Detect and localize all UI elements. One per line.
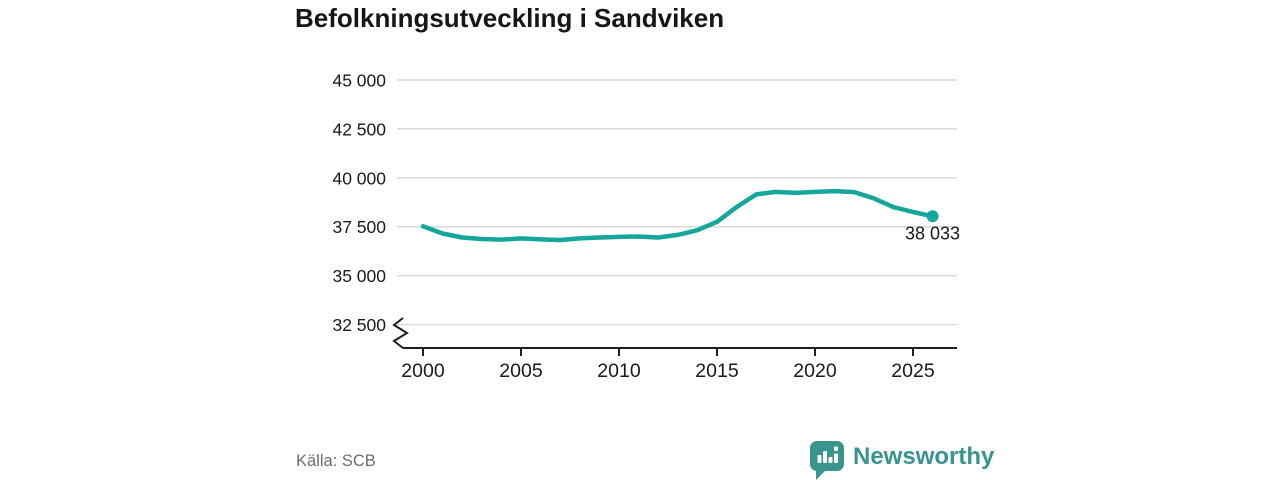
newsworthy-wordmark: Newsworthy [853, 443, 995, 470]
last-value-label: 38 033 [905, 223, 960, 243]
axis-break-zigzag [392, 317, 409, 349]
newsworthy-speech-bubble-bar-chart-icon [810, 441, 844, 480]
population-line [420, 188, 935, 243]
y-tick-label: 37 500 [332, 217, 386, 237]
x-tick-label: 2005 [499, 360, 543, 382]
x-tick-label: 2020 [793, 360, 837, 382]
last-point-marker [926, 210, 939, 223]
y-tick-label: 32 500 [332, 315, 386, 335]
y-tick-label: 45 000 [332, 71, 386, 91]
x-tick-label: 2000 [401, 360, 445, 382]
chart-title: Befolkningsutveckling i Sandviken [295, 3, 725, 33]
x-tick-label: 2025 [891, 360, 935, 382]
source-label: Källa: SCB [296, 452, 376, 470]
y-tick-label: 42 500 [332, 119, 386, 139]
newsworthy-logo: Newsworthy [810, 441, 994, 480]
y-tick-label: 35 000 [332, 266, 386, 286]
x-tick-label: 2015 [695, 360, 739, 382]
y-tick-label: 40 000 [332, 168, 386, 188]
x-tick-label: 2010 [597, 360, 641, 382]
